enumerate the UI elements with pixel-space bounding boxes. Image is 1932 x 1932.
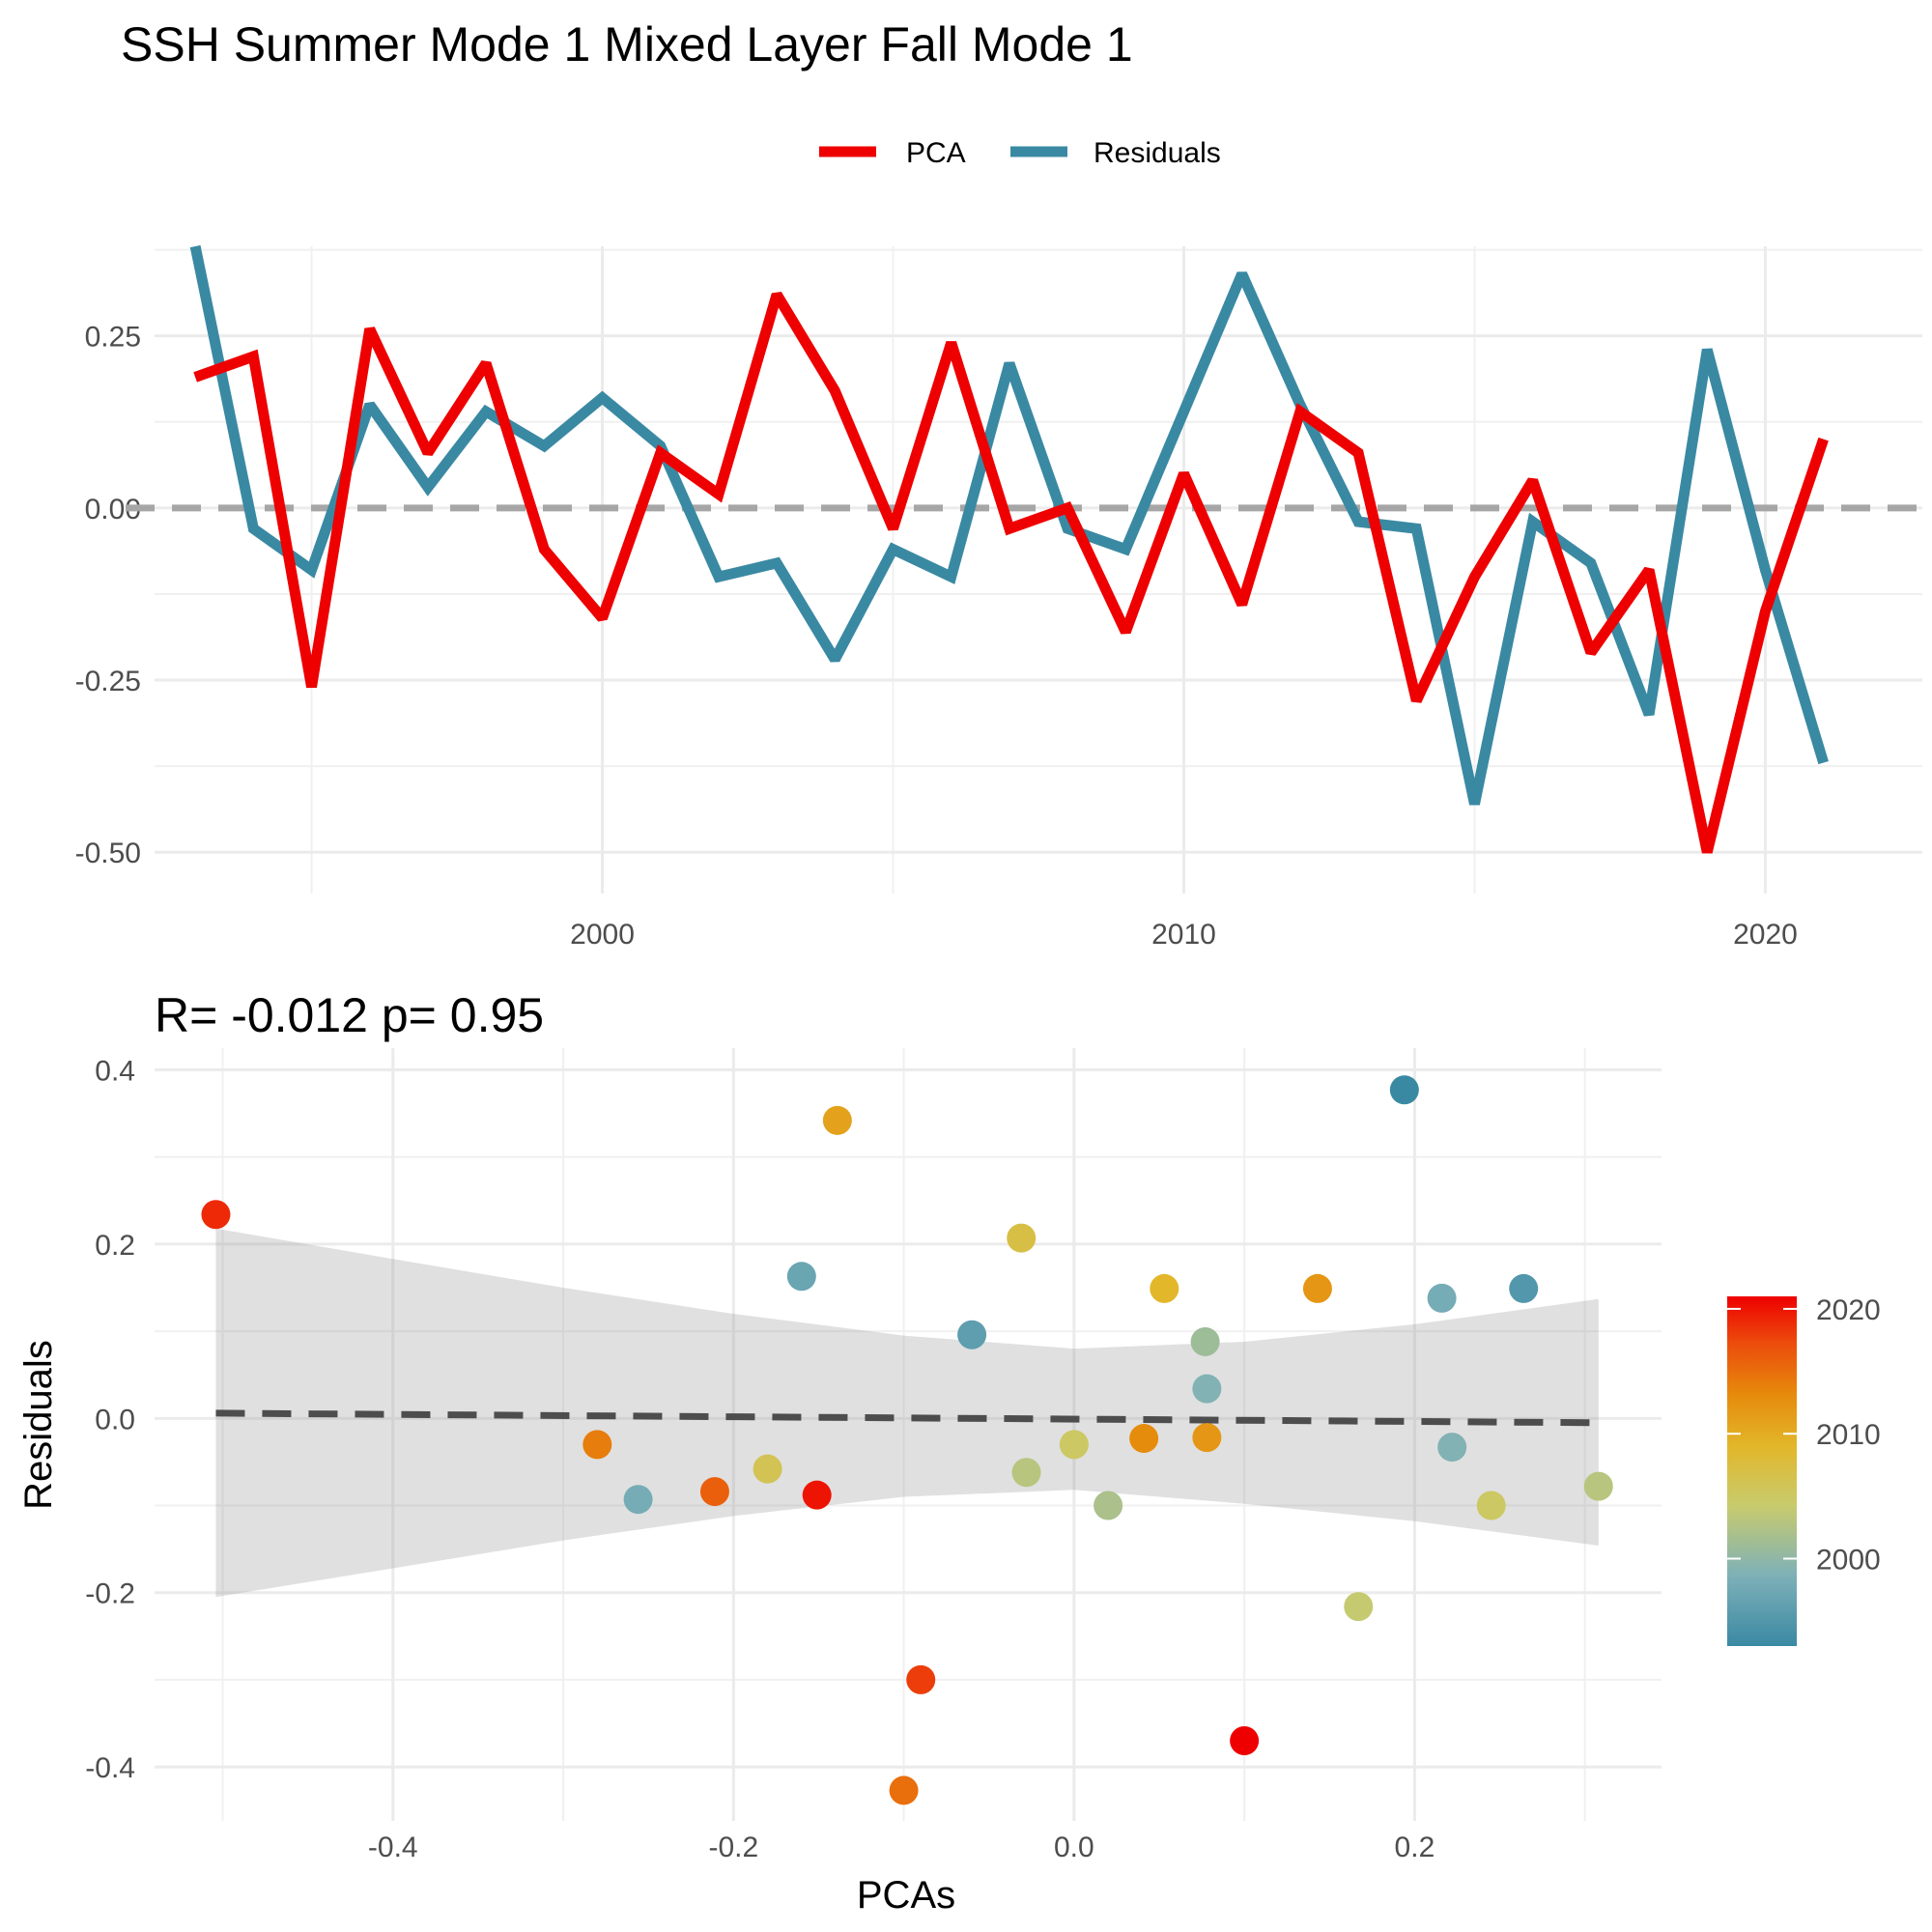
scatter-point [1192,1423,1222,1453]
y-tick-label: 0.0 [95,1404,135,1435]
x-tick-label: -0.2 [708,1832,758,1863]
colorbar: 2000 2010 2020 [1727,1294,1881,1646]
scatter-point [201,1200,231,1230]
scatter-point [786,1262,816,1292]
x-tick-label: 0.2 [1395,1832,1435,1863]
y-tick-label: 0.25 [85,322,141,354]
scatter-point [1437,1433,1467,1463]
y-tick-label: -0.2 [85,1578,135,1610]
legend-label-residuals: Residuals [1094,137,1221,169]
points [201,1075,1613,1805]
colorbar-tick-label: 2000 [1816,1545,1881,1577]
scatter-point [1150,1273,1179,1303]
chart-title: SSH Summer Mode 1 Mixed Layer Fall Mode … [121,17,1133,71]
scatter-point [1230,1726,1260,1756]
time-series-plot: 2000 2010 2020 0.250.00-0.25-0.50 [75,244,1922,951]
scatter-point [1302,1273,1332,1303]
scatter-point [957,1320,987,1350]
scatter-point [1509,1273,1539,1303]
x-axis: 2000 2010 2020 [570,919,1798,951]
confidence-band [215,1228,1599,1598]
scatter-point [802,1480,832,1510]
x-tick-label: 2020 [1733,919,1798,951]
scatter-point [1094,1491,1123,1520]
legend: PCA Residuals [819,137,1221,169]
scatter-point [822,1105,852,1135]
scatter-point [1389,1075,1419,1105]
y-axis: 0.250.00-0.25-0.50 [75,322,141,870]
colorbar-tick-label: 2020 [1816,1294,1881,1326]
y-axis: 0.4 0.2 0.0 -0.2 -0.4 [85,1056,135,1785]
colorbar-tick-label: 2010 [1816,1419,1881,1451]
scatter-point [582,1430,612,1460]
x-tick-label: 2010 [1151,919,1216,951]
scatter-plot: -0.4 -0.2 0.0 0.2 0.4 0.2 0.0 -0.2 -0.4 [85,1048,1662,1863]
y-axis-title: Residuals [17,1340,60,1510]
scatter-point [1344,1592,1374,1622]
y-tick-label: -0.4 [85,1752,135,1784]
scatter-point [1190,1326,1220,1356]
x-tick-label: 2000 [570,919,635,951]
scatter-point [1583,1471,1613,1501]
scatter-point [1129,1424,1159,1454]
scatter-point [699,1477,729,1507]
scatter-point [1011,1458,1041,1488]
x-axis: -0.4 -0.2 0.0 0.2 [368,1832,1435,1863]
confidence-band-area [215,1228,1599,1598]
x-tick-label: 0.0 [1054,1832,1094,1863]
x-tick-label: -0.4 [368,1832,418,1863]
scatter-point [753,1454,782,1484]
scatter-point [889,1776,919,1805]
scatter-point [623,1485,653,1515]
y-tick-label: 0.4 [95,1056,135,1088]
series-line-pca [193,292,1829,854]
scatter-point [1007,1223,1037,1253]
x-axis-title: PCAs [857,1874,955,1917]
scatter-point [906,1664,936,1694]
y-tick-label: 0.2 [95,1230,135,1262]
scatter-title: R= -0.012 p= 0.95 [155,988,544,1042]
series-lines [189,244,1829,854]
colorbar-ticks: 2000 2010 2020 [1727,1294,1881,1577]
grid [155,246,1922,894]
y-tick-label: -0.25 [75,666,141,697]
scatter-point [1192,1374,1222,1404]
y-tick-label: -0.50 [75,838,141,869]
legend-label-pca: PCA [906,137,966,169]
scatter-point [1059,1430,1089,1460]
scatter-point [1427,1283,1457,1313]
scatter-point [1476,1491,1506,1520]
colorbar-gradient [1727,1296,1797,1646]
